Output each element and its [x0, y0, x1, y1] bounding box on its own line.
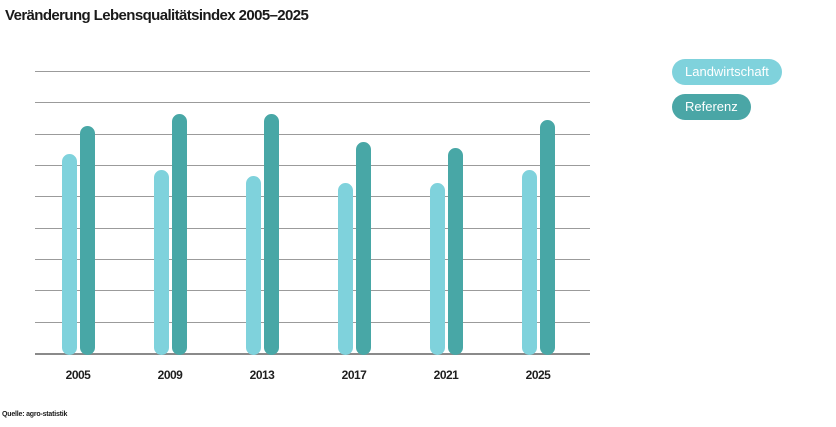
- gridline: [35, 196, 590, 198]
- bar-referenz-2025: [539, 120, 555, 355]
- bar-referenz-2021: [447, 148, 463, 355]
- x-axis-label-2025: 2025: [525, 368, 551, 382]
- x-axis-label-2017: 2017: [341, 368, 367, 382]
- gridline: [35, 133, 590, 135]
- legend: Landwirtschaft Referenz: [672, 59, 782, 120]
- bar-landwirtschaft-2025: [521, 170, 537, 355]
- x-axis-label-2013: 2013: [249, 368, 275, 382]
- bar-landwirtschaft-2009: [153, 170, 169, 355]
- bar-referenz-2017: [355, 141, 371, 355]
- legend-item-landwirtschaft: Landwirtschaft: [672, 59, 782, 85]
- bar-referenz-2009: [171, 113, 187, 355]
- chart-title: Veränderung Lebensqualitätsindex 2005–20…: [5, 7, 309, 24]
- x-axis-label-2021: 2021: [433, 368, 459, 382]
- source-note: Quelle: agro-statistik: [2, 411, 68, 418]
- gridline: [35, 71, 590, 72]
- legend-item-referenz: Referenz: [672, 94, 751, 120]
- gridline: [35, 259, 590, 260]
- x-axis-label-2005: 2005: [65, 368, 91, 382]
- bar-referenz-2005: [79, 126, 95, 355]
- plot-area: [35, 62, 590, 362]
- gridline: [35, 227, 590, 229]
- bar-landwirtschaft-2017: [337, 182, 353, 355]
- bar-landwirtschaft-2013: [245, 176, 261, 355]
- gridline: [35, 290, 590, 292]
- bar-landwirtschaft-2005: [61, 154, 77, 355]
- gridline: [35, 102, 590, 104]
- bar-referenz-2013: [263, 113, 279, 355]
- bar-landwirtschaft-2021: [429, 182, 445, 355]
- gridline: [35, 321, 590, 323]
- x-axis-label-2009: 2009: [157, 368, 183, 382]
- x-axis-line: [35, 353, 590, 355]
- gridline: [35, 165, 590, 166]
